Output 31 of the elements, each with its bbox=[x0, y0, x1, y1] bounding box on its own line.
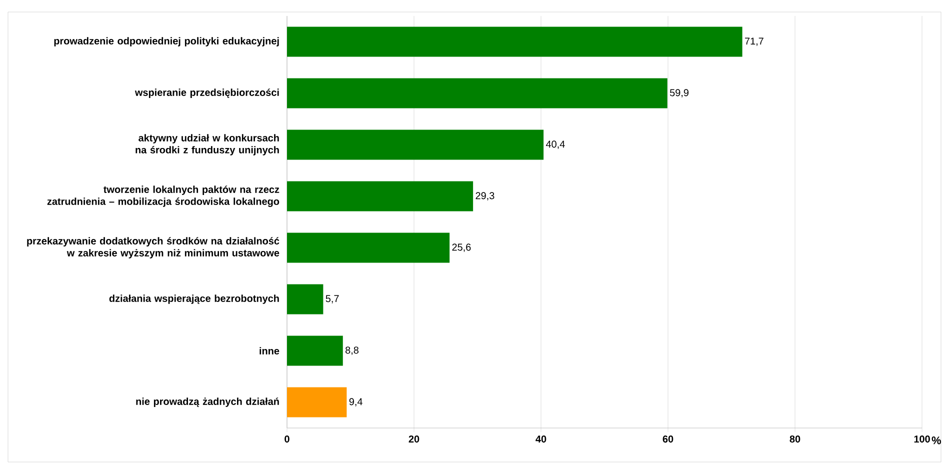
x-tick-label: 100 bbox=[914, 436, 930, 443]
bar bbox=[287, 232, 450, 263]
y-tick-label: działania wspierające bezrobotnych bbox=[109, 294, 279, 304]
y-tick-label: inne bbox=[260, 347, 280, 354]
data-label: 8,8 bbox=[346, 346, 358, 355]
data-label: 71,7 bbox=[745, 38, 764, 46]
bar bbox=[287, 181, 474, 212]
data-label: 29,3 bbox=[476, 192, 494, 200]
data-label: 5,7 bbox=[326, 295, 339, 304]
bar bbox=[287, 130, 544, 160]
y-tick-label: tworzenie lokalnych paktów na rzecz zatrudnienia – mobilizacja środowiska lokalnego bbox=[47, 186, 280, 207]
bar bbox=[287, 78, 668, 108]
data-label: 40,4 bbox=[546, 140, 565, 149]
data-label: 59,9 bbox=[670, 89, 688, 98]
y-tick-label: wspieranie przedsiębiorczości bbox=[134, 88, 279, 98]
y-tick-label: przekazywanie dodatkowych środków na działalność w zakresie wyższym niż minimum ustawowe bbox=[27, 237, 280, 258]
bar bbox=[287, 336, 343, 366]
data-label: 9,4 bbox=[349, 398, 362, 406]
y-tick-label: prowadzenie odpowiedniej polityki edukacyjnej bbox=[54, 37, 279, 46]
bar bbox=[287, 26, 742, 57]
bar bbox=[287, 387, 347, 418]
x-tick-label: 80 bbox=[790, 436, 800, 443]
y-tick-label: aktywny udział w konkursach na środki z funduszy unijnych bbox=[136, 134, 279, 156]
y-tick-label: nie prowadzą żadnych działań bbox=[136, 398, 279, 407]
data-label: 25,6 bbox=[452, 244, 471, 252]
x-axis-title: % bbox=[932, 436, 941, 444]
bar bbox=[287, 284, 324, 314]
x-tick-label: 40 bbox=[536, 436, 546, 443]
x-tick-label: 0 bbox=[284, 436, 290, 443]
x-tick-label: 60 bbox=[662, 436, 674, 443]
x-tick-label: 20 bbox=[408, 436, 420, 443]
